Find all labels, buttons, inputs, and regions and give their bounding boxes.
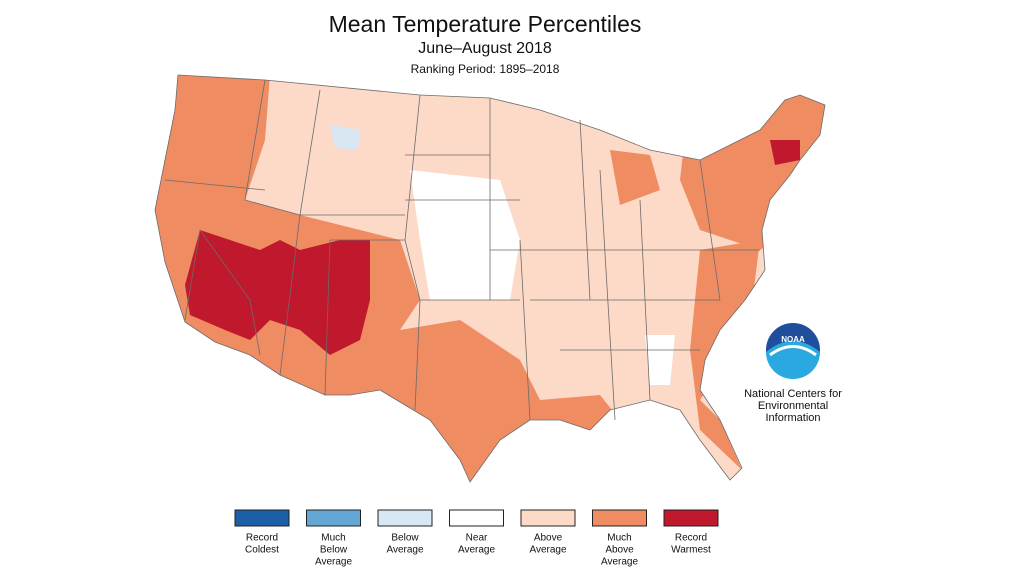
legend-swatch: [234, 509, 290, 527]
subtitle: June–August 2018: [418, 40, 552, 57]
us-map: [154, 74, 826, 483]
legend-label: Much: [607, 533, 631, 544]
logo-caption: National Centers forEnvironmentalInforma…: [744, 388, 842, 424]
title: Mean Temperature Percentiles: [329, 11, 642, 37]
legend-label: Average: [315, 557, 353, 568]
legend-label: Near: [466, 533, 488, 544]
legend-label: Much: [321, 533, 345, 544]
legend-label: Average: [458, 545, 496, 556]
logo-wave-line: [769, 345, 817, 357]
noaa-logo: NOAA National Centers forEnvironmentalIn…: [744, 323, 842, 424]
legend-swatch: [306, 509, 361, 527]
legend-swatch: [663, 509, 719, 527]
legend-label: Coldest: [245, 545, 279, 556]
logo-caption-line: Environmental: [758, 400, 828, 412]
legend-label: Average: [386, 545, 424, 556]
legend-label: Below: [391, 533, 419, 544]
legend-label: Above: [605, 545, 634, 556]
legend-label: Record: [246, 533, 278, 544]
legend-swatch: [449, 509, 504, 527]
ranking-period: Ranking Period: 1895–2018: [411, 62, 560, 76]
legend-label: Average: [601, 557, 639, 568]
legend: RecordColdestMuchBelowAverageBelowAverag…: [234, 509, 719, 568]
logo-caption-line: National Centers for: [744, 388, 842, 400]
legend-label: Average: [529, 545, 567, 556]
legend-swatch: [377, 509, 433, 527]
legend-label: Warmest: [671, 545, 711, 556]
legend-label: Record: [675, 533, 707, 544]
logo-label: NOAA: [781, 335, 805, 344]
legend-swatch: [592, 509, 647, 527]
state-borders: [154, 74, 826, 483]
logo-caption-line: Information: [765, 412, 820, 424]
legend-label: Below: [320, 545, 348, 556]
legend-label: Above: [534, 533, 563, 544]
legend-swatch: [520, 509, 576, 527]
